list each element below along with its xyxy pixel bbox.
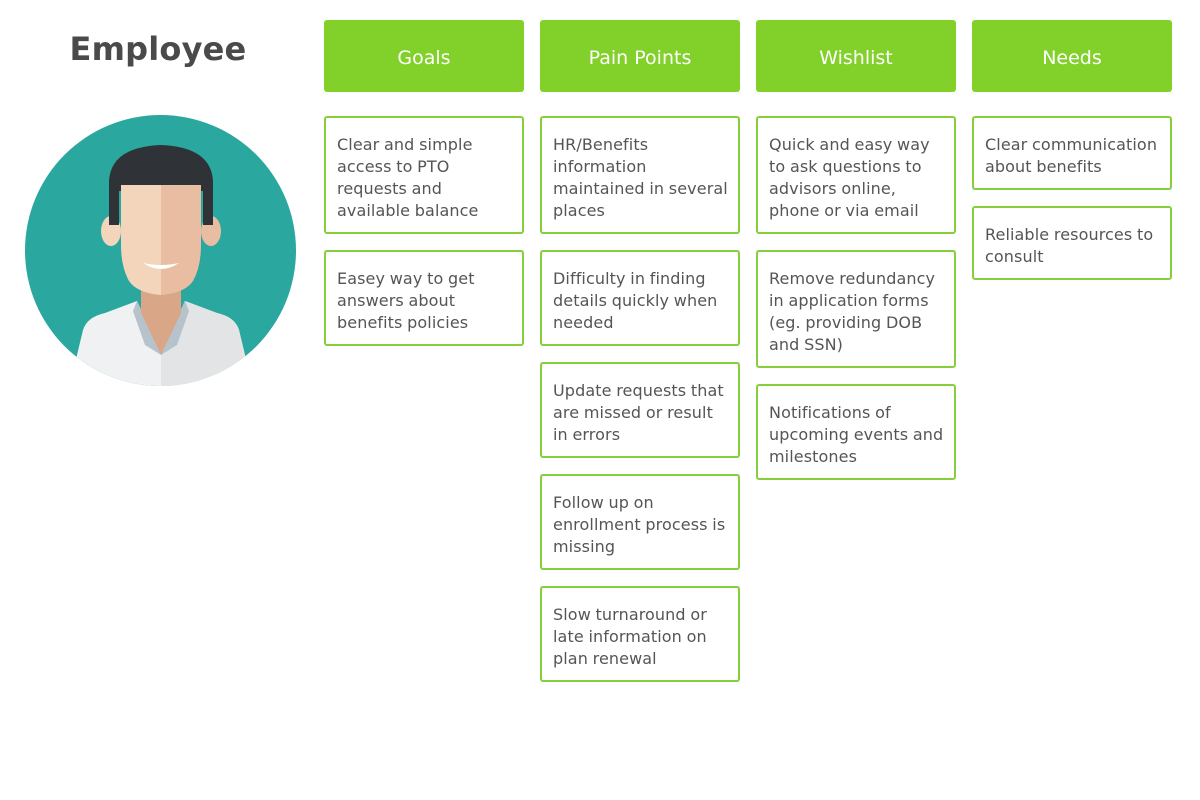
avatar-neck [141,275,181,355]
pain-point-card: Follow up on enrollment process is missi… [540,474,740,570]
goal-card: Clear and simple access to PTO requests … [324,116,524,234]
wishlist-card: Quick and easy way to ask questions to a… [756,116,956,234]
column-wishlist: Wishlist Quick and easy way to ask quest… [756,20,956,496]
persona-title: Employee [69,30,247,68]
goal-card: Easey way to get answers about benefits … [324,250,524,346]
column-header-wishlist: Wishlist [756,20,956,92]
column-goals: Goals Clear and simple access to PTO req… [324,20,524,362]
employee-avatar-icon [25,115,296,386]
wishlist-card: Remove redundancy in application forms (… [756,250,956,368]
avatar-face [121,185,161,295]
pain-point-card: Slow turnaround or late information on p… [540,586,740,682]
needs-card: Reliable resources to consult [972,206,1172,280]
column-needs: Needs Clear communication about benefits… [972,20,1172,296]
pain-point-card: Difficulty in finding details quickly wh… [540,250,740,346]
pain-point-card: HR/Benefits information maintained in se… [540,116,740,234]
avatar-collar [133,301,161,355]
column-header-goals: Goals [324,20,524,92]
avatar-smile [143,263,179,269]
pain-point-card: Update requests that are missed or resul… [540,362,740,458]
wishlist-card: Notifications of upcoming events and mil… [756,384,956,480]
needs-card: Clear communication about benefits [972,116,1172,190]
column-pain-points: Pain Points HR/Benefits information main… [540,20,740,698]
persona-panel: Employee [0,0,316,400]
column-header-pain-points: Pain Points [540,20,740,92]
column-header-needs: Needs [972,20,1172,92]
